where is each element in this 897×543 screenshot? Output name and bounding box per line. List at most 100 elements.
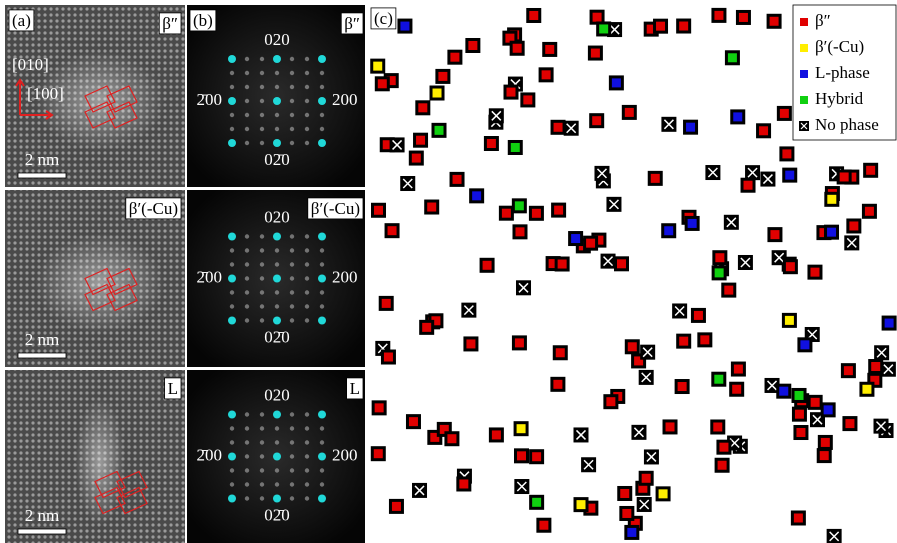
- precipitate-core: [688, 219, 697, 228]
- faint-spot: [260, 71, 264, 75]
- faint-spot: [275, 304, 279, 308]
- spot: [318, 55, 326, 63]
- spot-label: 020: [264, 207, 290, 226]
- precipitate-core: [554, 123, 563, 132]
- legend-swatch: [800, 18, 808, 26]
- faint-spot: [305, 468, 309, 472]
- precipitate-core: [820, 451, 829, 460]
- precipitate-core: [545, 45, 554, 54]
- phase-label: β″: [162, 14, 178, 33]
- precipitate-core: [642, 474, 651, 483]
- faint-spot: [260, 276, 264, 280]
- precipitate-core: [885, 319, 894, 328]
- precipitate-core: [694, 311, 703, 320]
- spot-label: 02̄0: [264, 327, 290, 346]
- faint-spot: [275, 468, 279, 472]
- legend-label: β′(-Cu): [815, 37, 864, 56]
- precipitate-core: [416, 136, 425, 145]
- faint-spot: [260, 85, 264, 89]
- faint-spot: [260, 141, 264, 145]
- precipitate-core: [759, 126, 768, 135]
- faint-spot: [305, 276, 309, 280]
- spot-label: 2̄00: [197, 445, 223, 464]
- phase-label: β″: [344, 14, 360, 33]
- faint-spot: [320, 262, 324, 266]
- precipitate-core: [418, 103, 427, 112]
- faint-spot: [290, 248, 294, 252]
- faint-spot: [305, 57, 309, 61]
- spot: [228, 97, 236, 105]
- spot: [318, 317, 326, 325]
- precipitate-core: [529, 11, 538, 20]
- faint-spot: [230, 482, 234, 486]
- scale-label: 2 nm: [25, 150, 59, 169]
- faint-spot: [290, 113, 294, 117]
- precipitate-core: [492, 430, 501, 439]
- faint-spot: [230, 262, 234, 266]
- spot: [228, 139, 236, 147]
- faint-spot: [230, 304, 234, 308]
- spot-label: 2̄00: [197, 90, 223, 109]
- faint-spot: [305, 85, 309, 89]
- scale-bar: [18, 529, 66, 534]
- panel-label: (c): [374, 9, 393, 28]
- precipitate-core: [592, 116, 601, 125]
- precipitate-core: [472, 191, 481, 200]
- faint-spot: [320, 468, 324, 472]
- precipitate-core: [517, 424, 526, 433]
- faint-spot: [305, 71, 309, 75]
- precipitate-core: [450, 53, 459, 62]
- precipitate-core: [556, 348, 565, 357]
- precipitate-core: [866, 166, 875, 175]
- faint-spot: [305, 99, 309, 103]
- precipitate-core: [779, 387, 788, 396]
- legend-label: L-phase: [815, 63, 870, 82]
- spot: [228, 233, 236, 241]
- precipitate-core: [511, 143, 520, 152]
- faint-spot: [260, 99, 264, 103]
- faint-spot: [275, 262, 279, 266]
- precipitate-core: [827, 195, 836, 204]
- faint-spot: [305, 426, 309, 430]
- precipitate-core: [532, 452, 541, 461]
- faint-spot: [305, 304, 309, 308]
- faint-spot: [275, 113, 279, 117]
- faint-spot: [275, 290, 279, 294]
- precipitate-core: [438, 72, 447, 81]
- faint-spot: [275, 482, 279, 486]
- faint-spot: [245, 234, 249, 238]
- precipitate-core: [447, 434, 456, 443]
- faint-spot: [305, 412, 309, 416]
- faint-spot: [245, 262, 249, 266]
- spot: [228, 275, 236, 283]
- spot-label: 200: [332, 445, 358, 464]
- precipitate-core: [786, 262, 795, 271]
- faint-spot: [290, 468, 294, 472]
- spot: [318, 495, 326, 503]
- precipitate-core: [539, 521, 548, 530]
- faint-spot: [245, 426, 249, 430]
- phase-label: β′(-Cu): [129, 199, 178, 218]
- faint-spot: [290, 85, 294, 89]
- precipitate-core: [827, 228, 836, 237]
- faint-spot: [290, 412, 294, 416]
- spot: [273, 317, 281, 325]
- spot-label: 200: [332, 267, 358, 286]
- precipitate-core: [373, 62, 382, 71]
- precipitate-core: [679, 22, 688, 31]
- precipitate-core: [612, 78, 621, 87]
- faint-spot: [230, 440, 234, 444]
- spot: [318, 275, 326, 283]
- precipitate-core: [591, 49, 600, 58]
- precipitate-core: [515, 338, 524, 347]
- precipitate-core: [517, 451, 526, 460]
- scale-bar: [18, 173, 66, 178]
- faint-spot: [290, 234, 294, 238]
- spot: [318, 97, 326, 105]
- legend-label: No phase: [815, 115, 879, 134]
- precipitate-core: [713, 422, 722, 431]
- particle-glow: [35, 234, 165, 334]
- faint-spot: [260, 262, 264, 266]
- faint-spot: [245, 412, 249, 416]
